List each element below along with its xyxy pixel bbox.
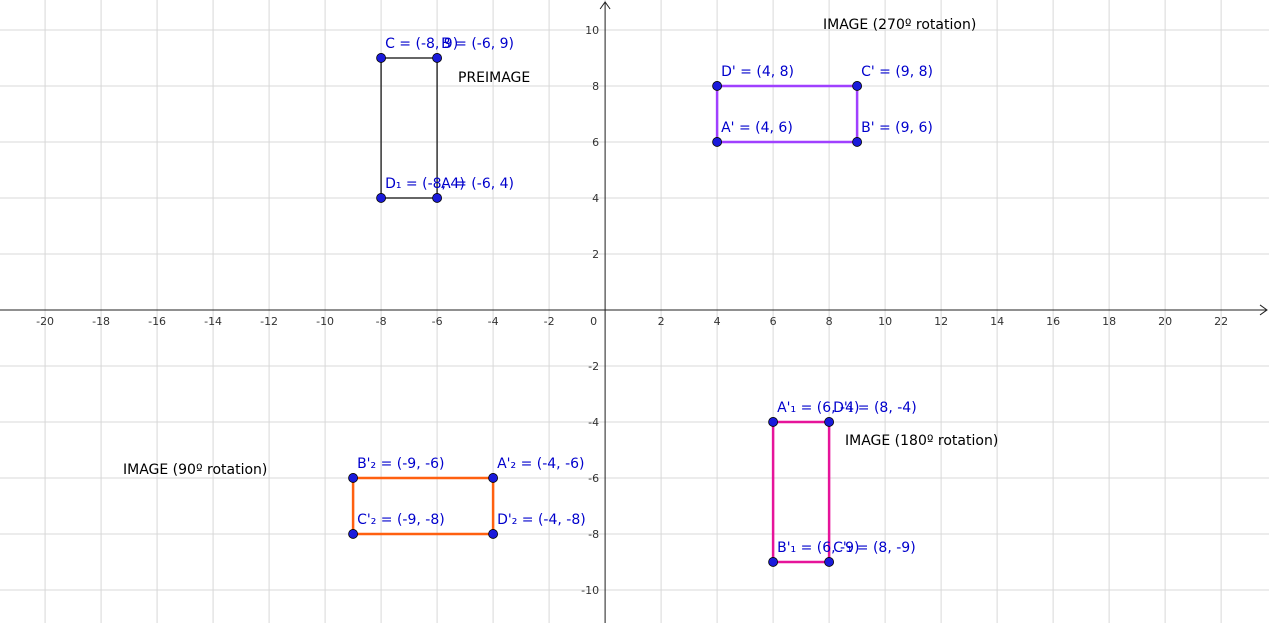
- x-axis-arrow: [1259, 304, 1268, 316]
- point: [348, 529, 358, 539]
- point: [768, 417, 779, 427]
- point-label: B = (-6, 9): [441, 36, 514, 52]
- x-tick-label: -12: [260, 315, 278, 328]
- point: [376, 53, 386, 63]
- y-tick-label: 2: [592, 248, 599, 261]
- point-label: C = (-8, 9): [385, 36, 458, 52]
- annotation: IMAGE (180º rotation): [845, 433, 998, 449]
- point-label: A'₁ = (6, -4): [777, 400, 859, 416]
- y-tick-label: -6: [588, 472, 599, 485]
- x-tick-label: -16: [148, 315, 166, 328]
- y-tick-label: -10: [581, 584, 599, 597]
- y-axis-arrow: [599, 1, 611, 10]
- point: [712, 137, 723, 147]
- point-label: D'₂ = (-4, -8): [497, 512, 586, 528]
- point: [488, 473, 498, 483]
- x-tick-label: -4: [488, 315, 499, 328]
- x-tick-label: -18: [92, 315, 110, 328]
- y-tick-label: -2: [588, 360, 599, 373]
- point: [432, 53, 442, 63]
- y-tick-label: 8: [592, 80, 599, 93]
- x-tick-label: 16: [1046, 315, 1060, 328]
- point-label: A = (-6, 4): [441, 176, 514, 192]
- point-label: D₁ = (-8, 4): [385, 176, 465, 192]
- point-label: C' = (9, 8): [861, 64, 933, 80]
- point: [824, 417, 835, 427]
- x-tick-label: 22: [1214, 315, 1228, 328]
- point: [824, 557, 835, 567]
- x-tick-label: -20: [36, 315, 54, 328]
- annotation: PREIMAGE: [458, 70, 530, 86]
- point: [488, 529, 498, 539]
- y-tick-label: 4: [592, 192, 599, 205]
- annotation: IMAGE (90º rotation): [123, 462, 267, 478]
- x-tick-label: -10: [316, 315, 334, 328]
- point: [852, 137, 863, 147]
- y-tick-label: -8: [588, 528, 599, 541]
- point-label: D'₁ = (8, -4): [833, 400, 917, 416]
- x-tick-label: -6: [432, 315, 443, 328]
- point-label: D' = (4, 8): [721, 64, 794, 80]
- y-tick-label: 10: [585, 24, 599, 37]
- point-label: A' = (4, 6): [721, 120, 793, 136]
- point-label: C'₁ = (8, -9): [833, 540, 916, 556]
- x-tick-label: 0: [590, 315, 597, 328]
- x-tick-label: -14: [204, 315, 222, 328]
- point-label: C'₂ = (-9, -8): [357, 512, 445, 528]
- x-tick-label: 14: [990, 315, 1004, 328]
- point: [768, 557, 779, 567]
- x-tick-label: 12: [934, 315, 948, 328]
- point: [376, 193, 386, 203]
- x-tick-label: 6: [770, 315, 777, 328]
- annotation: IMAGE (270º rotation): [823, 17, 976, 33]
- y-tick-label: -4: [588, 416, 599, 429]
- point: [852, 81, 863, 91]
- point: [348, 473, 358, 483]
- x-tick-label: 2: [658, 315, 665, 328]
- x-tick-label: 20: [1158, 315, 1172, 328]
- x-tick-label: -8: [376, 315, 387, 328]
- y-tick-label: 6: [592, 136, 599, 149]
- point: [712, 81, 723, 91]
- x-tick-label: 18: [1102, 315, 1116, 328]
- point-label: B'₂ = (-9, -6): [357, 456, 444, 472]
- point: [432, 193, 442, 203]
- point-label: B'₁ = (6, -9): [777, 540, 859, 556]
- x-tick-label: 10: [878, 315, 892, 328]
- point-label: A'₂ = (-4, -6): [497, 456, 584, 472]
- point-label: B' = (9, 6): [861, 120, 933, 136]
- x-tick-label: -2: [544, 315, 555, 328]
- x-tick-label: 8: [826, 315, 833, 328]
- x-tick-label: 4: [714, 315, 721, 328]
